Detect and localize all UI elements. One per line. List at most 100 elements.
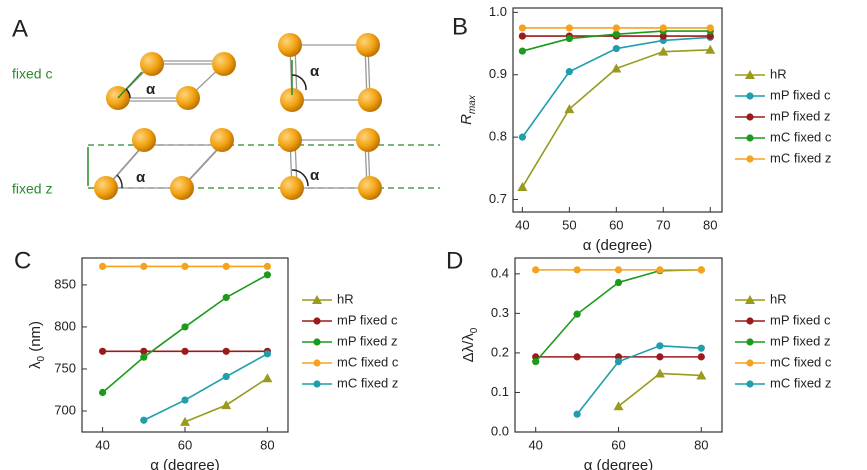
- x-tick-label: 80: [694, 437, 708, 452]
- row-label: fixed z: [12, 181, 52, 197]
- marker: [611, 63, 622, 73]
- marker: [613, 401, 624, 411]
- cell: α: [94, 128, 234, 200]
- marker: [656, 342, 664, 350]
- marker: [263, 350, 271, 358]
- marker: [565, 34, 573, 43]
- y-label-main: λ: [27, 361, 44, 369]
- angle-label: α: [310, 63, 320, 80]
- marker: [656, 266, 664, 274]
- x-tick-label: 40: [528, 437, 542, 452]
- marker: [263, 262, 271, 271]
- legend-label: hR: [337, 291, 354, 306]
- marker: [659, 32, 667, 40]
- marker: [222, 262, 230, 271]
- y-tick-label: 0.0: [491, 423, 509, 438]
- marker: [312, 295, 322, 304]
- y-tick-label: 800: [54, 318, 76, 333]
- marker: [745, 70, 755, 79]
- marker: [705, 44, 716, 54]
- panel-label: D: [446, 247, 463, 274]
- marker: [746, 113, 754, 121]
- marker: [532, 266, 540, 274]
- marker: [313, 317, 321, 325]
- marker: [573, 353, 581, 361]
- legend-label: mP fixed z: [337, 333, 397, 348]
- y-axis-label: λ0 (nm): [27, 321, 47, 369]
- marker: [612, 30, 620, 38]
- marker: [746, 317, 754, 325]
- x-tick-label: 60: [611, 437, 625, 452]
- marker: [518, 32, 526, 40]
- angle-label: α: [136, 169, 146, 186]
- marker: [222, 372, 230, 381]
- marker: [614, 266, 623, 274]
- y-axis-label: Rmax: [458, 94, 478, 125]
- y-tick-label: 700: [54, 402, 76, 417]
- x-tick-label: 80: [260, 437, 274, 452]
- marker: [746, 359, 754, 367]
- y-label-main: R: [458, 114, 475, 125]
- marker: [658, 46, 669, 56]
- legend-label: mC fixed z: [337, 375, 398, 390]
- marker: [614, 278, 623, 287]
- legend-label: mC fixed c: [770, 354, 832, 369]
- marker: [222, 293, 230, 302]
- marker: [746, 338, 754, 346]
- series-line: [184, 377, 268, 423]
- marker: [140, 262, 148, 271]
- legend-label: mC fixed c: [770, 129, 832, 144]
- row-label: fixed c: [12, 66, 52, 82]
- marker: [181, 347, 189, 355]
- y-tick-label: 0.4: [491, 265, 509, 280]
- marker: [181, 262, 189, 271]
- x-axis-label: α (degree): [584, 457, 654, 470]
- marker: [612, 44, 620, 53]
- series-line: [143, 353, 268, 421]
- marker: [518, 24, 526, 32]
- marker: [696, 370, 707, 380]
- y-tick-label: 0.7: [489, 191, 507, 206]
- y-tick-label: 0.9: [489, 66, 507, 81]
- marker: [573, 266, 581, 274]
- legend-label: mP fixed c: [337, 312, 398, 327]
- marker: [518, 133, 526, 141]
- y-tick-label: 750: [54, 360, 76, 375]
- x-tick-label: 70: [656, 217, 670, 232]
- legend-label: hR: [770, 66, 787, 81]
- marker: [263, 271, 271, 279]
- marker: [745, 295, 755, 304]
- y-tick-label: 0.8: [489, 129, 507, 144]
- x-tick-label: 50: [562, 217, 576, 232]
- y-label-sub: 0: [469, 327, 480, 333]
- marker: [140, 416, 148, 424]
- y-label-sub: max: [467, 94, 478, 114]
- marker: [532, 358, 540, 366]
- x-axis-label: α (degree): [583, 237, 653, 254]
- marker: [746, 92, 754, 100]
- marker: [181, 323, 189, 331]
- y-tick-label: 850: [54, 276, 76, 291]
- marker: [99, 347, 107, 355]
- legend-label: hR: [770, 291, 787, 306]
- marker: [697, 344, 705, 352]
- marker: [746, 155, 754, 163]
- legend-label: mC fixed z: [770, 150, 831, 165]
- panel-label: C: [14, 247, 31, 274]
- marker: [518, 47, 526, 55]
- x-tick-label: 40: [95, 437, 109, 452]
- cell: α: [106, 52, 236, 110]
- angle-label: α: [310, 167, 320, 184]
- legend-label: mC fixed c: [337, 354, 399, 369]
- marker: [697, 266, 705, 274]
- y-tick-label: 0.1: [491, 384, 509, 399]
- marker: [517, 182, 528, 192]
- marker: [706, 24, 714, 32]
- x-tick-label: 40: [515, 217, 529, 232]
- series-line: [102, 274, 268, 394]
- plot-frame: [81, 257, 289, 433]
- marker: [99, 388, 107, 397]
- y-label-unit: (nm): [27, 321, 44, 356]
- y-tick-label: 0.3: [491, 305, 509, 320]
